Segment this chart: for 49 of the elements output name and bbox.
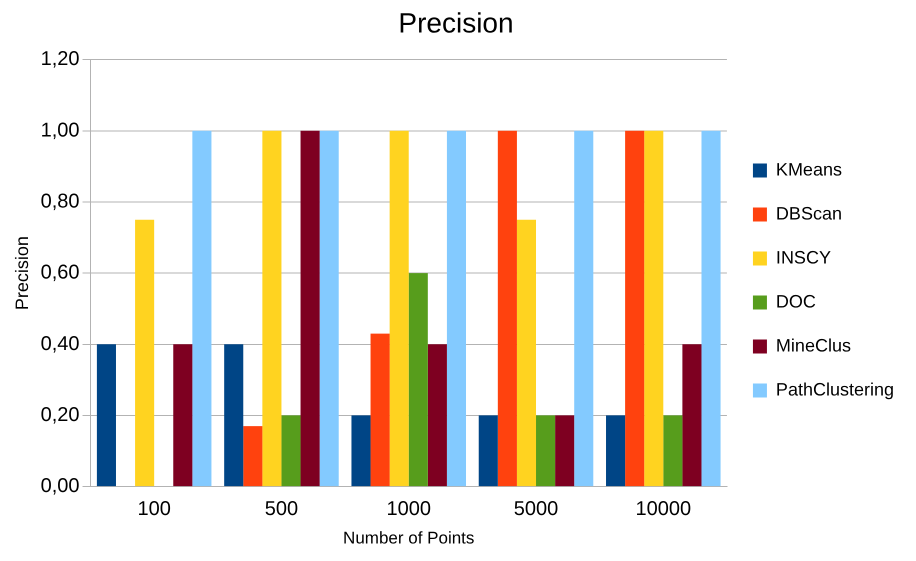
bar (243, 426, 262, 486)
bar (498, 130, 517, 486)
legend-label: KMeans (776, 159, 842, 180)
y-tick-label: 1,20 (40, 48, 80, 70)
x-axis-title: Number of Points (343, 528, 474, 548)
bar (682, 344, 702, 486)
bar (555, 415, 574, 486)
x-tick-label: 500 (264, 498, 298, 520)
y-tick-label: 0,20 (40, 404, 80, 426)
legend-label: DOC (776, 291, 816, 312)
bar (625, 130, 644, 486)
bar (173, 344, 192, 486)
bar (224, 344, 244, 486)
bar (281, 415, 301, 486)
x-tick-label: 1000 (386, 498, 431, 520)
y-axis-title: Precision (12, 236, 32, 310)
bar (96, 344, 116, 486)
x-tick-label: 5000 (514, 498, 558, 520)
bar (701, 130, 721, 486)
y-tick-label: 0,00 (40, 475, 80, 498)
legend-label: PathClustering (776, 379, 894, 400)
bar (135, 220, 154, 486)
bar (300, 130, 320, 486)
bar (536, 415, 556, 486)
bar (478, 415, 498, 486)
bar (663, 415, 682, 486)
bar (408, 273, 428, 486)
y-tick-label: 0,40 (40, 332, 80, 355)
bar (428, 344, 447, 486)
bar (606, 415, 626, 486)
bar (644, 130, 664, 486)
bar (446, 130, 466, 486)
bar (390, 130, 409, 486)
x-tick-label: 100 (137, 498, 171, 520)
y-tick-label: 0,60 (40, 262, 80, 284)
bar (370, 334, 390, 486)
y-tick-label: 0,80 (40, 190, 80, 212)
chart-title: Precision (398, 8, 514, 39)
bar (192, 130, 212, 486)
y-tick-label: 1,00 (40, 119, 80, 142)
bar (516, 220, 536, 486)
bar (320, 130, 339, 486)
bar (574, 130, 594, 486)
legend-label: MineClus (776, 335, 851, 356)
x-tick-label: 10000 (635, 498, 692, 520)
legend-label: INSCY (776, 247, 831, 268)
bar (351, 415, 371, 486)
bar (262, 130, 282, 486)
legend-label: DBScan (776, 203, 842, 224)
